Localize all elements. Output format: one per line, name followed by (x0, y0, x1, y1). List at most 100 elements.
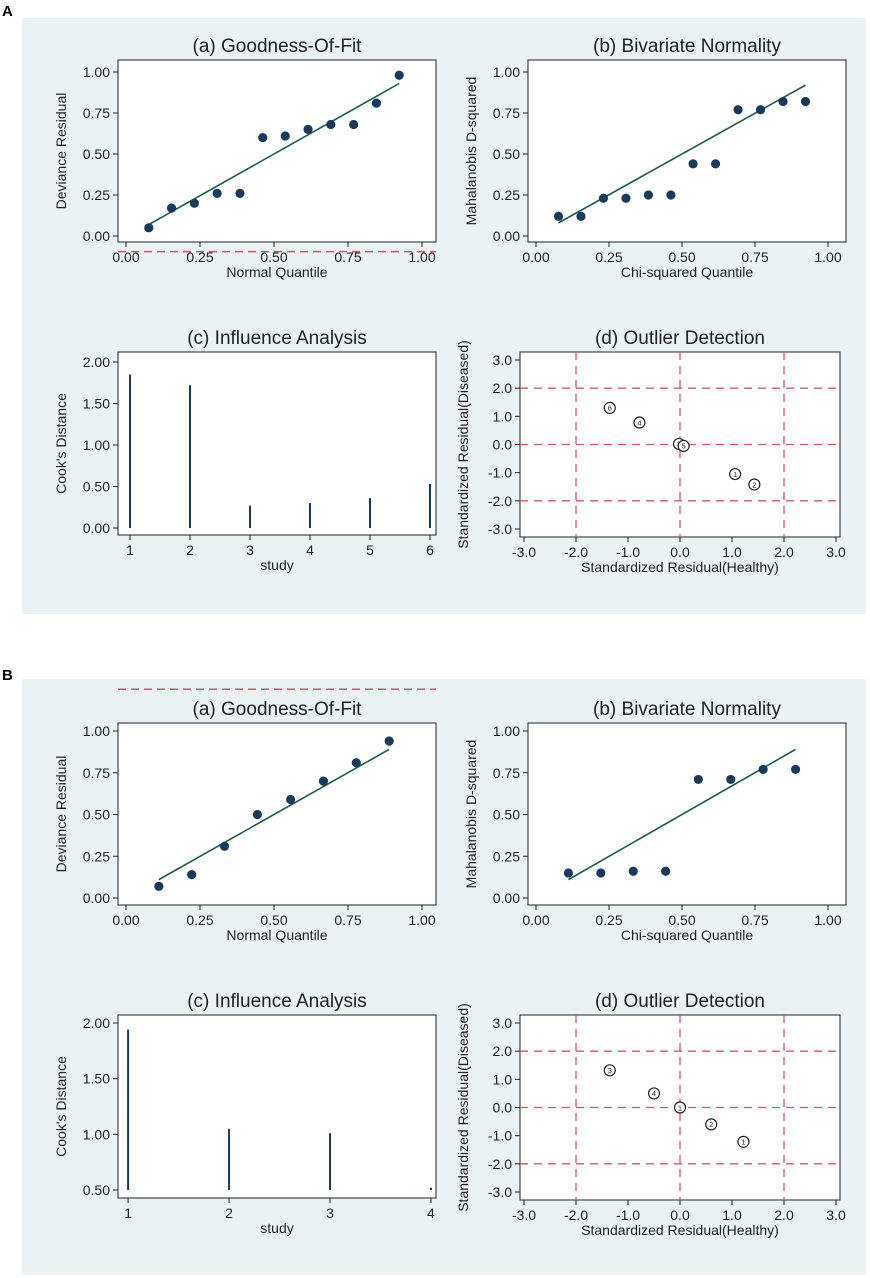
y-tick-label: 0.50 (83, 146, 110, 162)
x-tick-label: 3 (326, 1205, 334, 1221)
y-axis-label: Deviance Residual (53, 756, 69, 873)
data-point (661, 866, 671, 876)
y-axis-label: Cook's Distance (53, 393, 69, 494)
outlier-point-label: 4 (637, 418, 641, 427)
x-tick-label: 1.0 (722, 544, 742, 560)
x-tick-label: 2.0 (774, 544, 794, 560)
data-point (212, 188, 222, 198)
data-point (384, 736, 394, 746)
x-tick-label: -2.0 (564, 544, 588, 560)
y-tick-label: 0.00 (493, 228, 520, 244)
y-axis-label: Cook's Distance (53, 1056, 69, 1157)
outlier-point-label: 6 (608, 404, 612, 413)
x-tick-label: -3.0 (512, 544, 536, 560)
x-tick-label: 0.25 (595, 912, 622, 928)
x-axis-label: Chi-squared Quantile (621, 927, 754, 943)
data-point (758, 764, 768, 775)
x-axis-label: Standardized Residual(Healthy) (581, 1222, 779, 1238)
x-tick-label: 0.75 (741, 912, 768, 928)
y-tick-label: 2.0 (493, 1043, 513, 1059)
x-tick-label: 2 (225, 1205, 233, 1221)
data-point (628, 866, 638, 876)
y-tick-label: 0.00 (83, 890, 110, 906)
y-axis-label: Mahalanobis D-squared (463, 77, 479, 226)
x-tick-label: 0.50 (260, 249, 287, 265)
y-tick-label: 0.00 (83, 520, 110, 536)
outlier-point (729, 467, 742, 481)
chart-title: (d) Outlier Detection (595, 991, 765, 1012)
panel-label-b: B (2, 667, 13, 684)
y-tick-label: 2.0 (493, 380, 513, 396)
x-tick-label: 1 (126, 542, 134, 558)
chart-b-a: (a) Goodness-Of-Fit 0.00 0.25 0.50 0.75 1.00 0… (53, 688, 437, 943)
x-tick-label: 4 (427, 1205, 435, 1221)
data-point (778, 96, 788, 107)
x-tick-label: 3.0 (826, 1207, 846, 1223)
y-tick-label: 1.00 (83, 1126, 110, 1142)
x-axis-label: Chi-squared Quantile (621, 264, 754, 280)
data-point (598, 193, 609, 203)
chart-b-b: (b) Bivariate Normality 0.00 0.25 0.50 0.75 1… (463, 699, 847, 943)
outlier-point-label: 1 (678, 1103, 682, 1112)
outlier-point (705, 1118, 718, 1131)
x-tick-label: 0.00 (112, 912, 139, 928)
data-point (285, 794, 296, 805)
x-tick-label: -3.0 (512, 1207, 536, 1223)
outlier-point-label: 2 (709, 1120, 713, 1129)
y-axis-label: Mahalanobis D-squared (463, 740, 479, 889)
x-tick-label: 0.0 (670, 1207, 690, 1223)
y-tick-label: 0.0 (493, 437, 513, 453)
y-tick-label: -1.0 (488, 1128, 512, 1144)
data-point (258, 133, 268, 143)
outlier-point-label: 5 (682, 442, 686, 451)
outlier-point-label: 2 (752, 480, 756, 489)
data-point (733, 105, 743, 115)
data-point (235, 188, 245, 198)
outlier-point (603, 1064, 616, 1077)
y-tick-label: 1.50 (83, 396, 110, 412)
x-tick-label: 5 (366, 542, 374, 558)
y-tick-label: 0.50 (493, 146, 520, 162)
x-tick-label: 0.75 (334, 912, 361, 928)
x-tick-label: 3 (246, 542, 254, 558)
x-tick-label: 0.75 (741, 249, 768, 265)
y-tick-label: 0.50 (493, 807, 520, 823)
data-point (553, 211, 564, 221)
data-point (219, 841, 230, 851)
data-point (371, 98, 382, 108)
plot-area (117, 351, 437, 536)
x-tick-label: 0.00 (522, 912, 549, 928)
y-tick-label: 1.00 (493, 723, 520, 739)
x-tick-label: 0.25 (186, 912, 213, 928)
x-tick-label: 1.00 (814, 249, 841, 265)
y-tick-label: 2.00 (83, 1015, 110, 1031)
x-tick-label: 1 (124, 1205, 132, 1221)
outlier-point (748, 478, 761, 491)
outlier-point (647, 1087, 661, 1100)
chart-a-c: (c) Influence Analysis 0.00 0.50 1.00 1.50 2.… (53, 328, 437, 573)
x-tick-label: 6 (426, 542, 434, 558)
y-tick-label: 0.25 (83, 187, 110, 203)
data-point (643, 190, 654, 200)
chart-title: (c) Influence Analysis (187, 328, 367, 349)
chart-a-d: (d) Outlier Detection -3.0 -2.0 -1.0 0.0 1.0 2… (455, 328, 846, 575)
data-point (563, 868, 574, 878)
x-tick-label: 2 (186, 542, 194, 558)
chart-a-a: (a) Goodness-Of-Fit 0.00 0.25 0.50 0.75 1.00 0… (53, 36, 437, 280)
outlier-point-label: 3 (608, 1066, 612, 1075)
data-point (800, 96, 811, 107)
y-tick-label: 0.00 (83, 228, 110, 244)
y-tick-label: 0.75 (83, 105, 110, 121)
y-tick-label: -2.0 (488, 1156, 512, 1172)
data-point (189, 198, 199, 208)
outlier-point (737, 1135, 750, 1148)
y-axis-label: Deviance Residual (53, 93, 69, 210)
chart-b-c: (c) Influence Analysis 0.50 1.00 1.50 2.00 1 2… (53, 991, 437, 1236)
y-tick-label: 2.00 (83, 354, 110, 370)
x-tick-label: 0.50 (668, 249, 695, 265)
chart-a-b: (b) Bivariate Normality 0.00 0.25 0.50 0.75 1… (463, 36, 847, 280)
y-tick-label: -3.0 (488, 1184, 512, 1200)
y-axis-label: Standardized Residual(Diseased) (455, 340, 471, 549)
y-tick-label: 0.50 (83, 479, 110, 495)
